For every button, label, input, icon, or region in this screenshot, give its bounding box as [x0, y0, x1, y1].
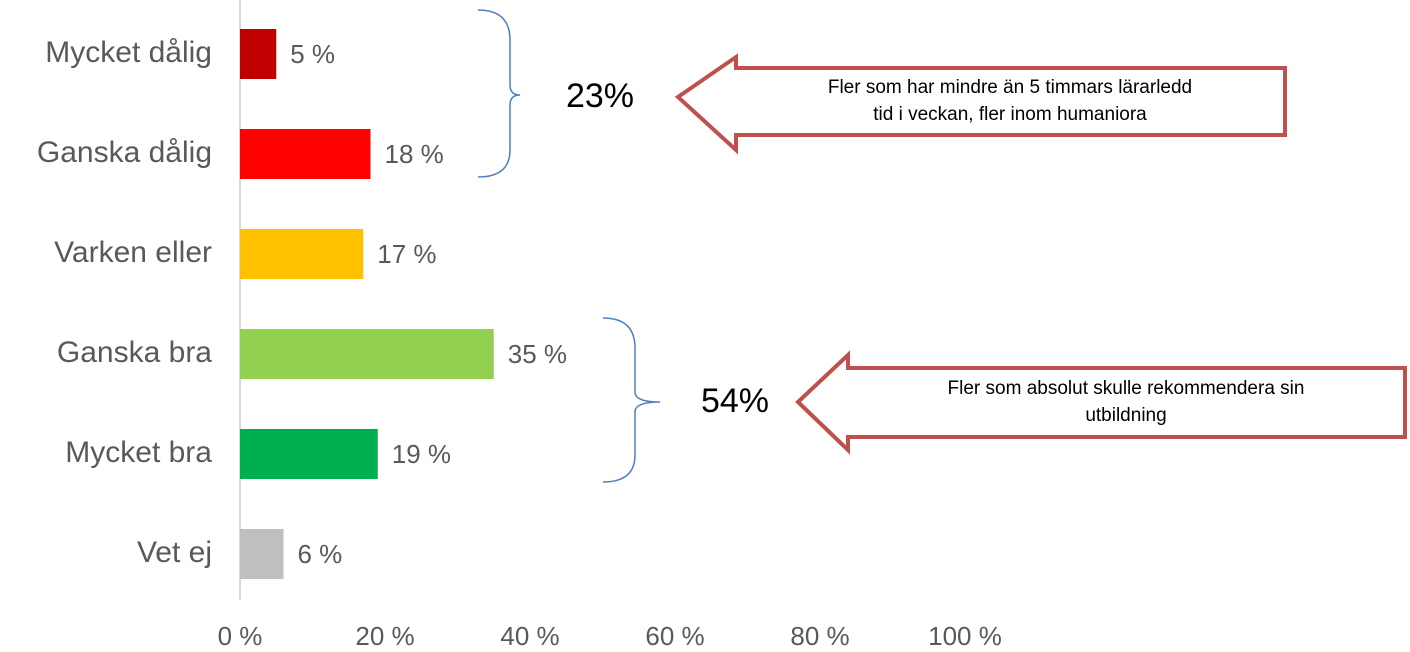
- category-label: Mycket bra: [65, 436, 212, 469]
- bracket: [477, 9, 521, 178]
- x-tick-label: 40 %: [500, 621, 559, 651]
- value-label: 6 %: [298, 539, 343, 569]
- x-tick-label: 60 %: [645, 621, 704, 651]
- value-label: 19 %: [392, 439, 451, 469]
- value-label: 35 %: [508, 339, 567, 369]
- value-label: 17 %: [377, 239, 436, 269]
- bar: [240, 229, 364, 279]
- category-label: Ganska bra: [57, 336, 212, 369]
- bracket-total: 23%: [566, 77, 634, 115]
- callout-text: tid i veckan, fler inom humaniora: [873, 104, 1147, 125]
- bar: [240, 129, 371, 179]
- bar: [240, 329, 494, 379]
- callout-text: utbildning: [1085, 405, 1166, 426]
- value-label: 18 %: [385, 139, 444, 169]
- x-tick-label: 0 %: [218, 621, 263, 651]
- category-label: Varken eller: [54, 236, 212, 269]
- x-tick-label: 100 %: [928, 621, 1002, 651]
- x-tick-label: 80 %: [790, 621, 849, 651]
- bracket-total: 54%: [701, 382, 769, 420]
- callout-text: Fler som absolut skulle rekommendera sin: [948, 378, 1305, 399]
- callout-arrow: [795, 350, 1407, 455]
- bracket: [602, 317, 661, 483]
- callout-text: Fler som har mindre än 5 timmars lärarle…: [828, 77, 1192, 98]
- callout-arrow: [674, 53, 1287, 155]
- category-label: Mycket dålig: [45, 36, 212, 69]
- bar: [240, 429, 378, 479]
- x-tick-label: 20 %: [355, 621, 414, 651]
- category-label: Ganska dålig: [37, 136, 212, 169]
- bar: [240, 29, 277, 79]
- value-label: 5 %: [290, 39, 335, 69]
- category-label: Vet ej: [137, 536, 212, 569]
- bar: [240, 529, 284, 579]
